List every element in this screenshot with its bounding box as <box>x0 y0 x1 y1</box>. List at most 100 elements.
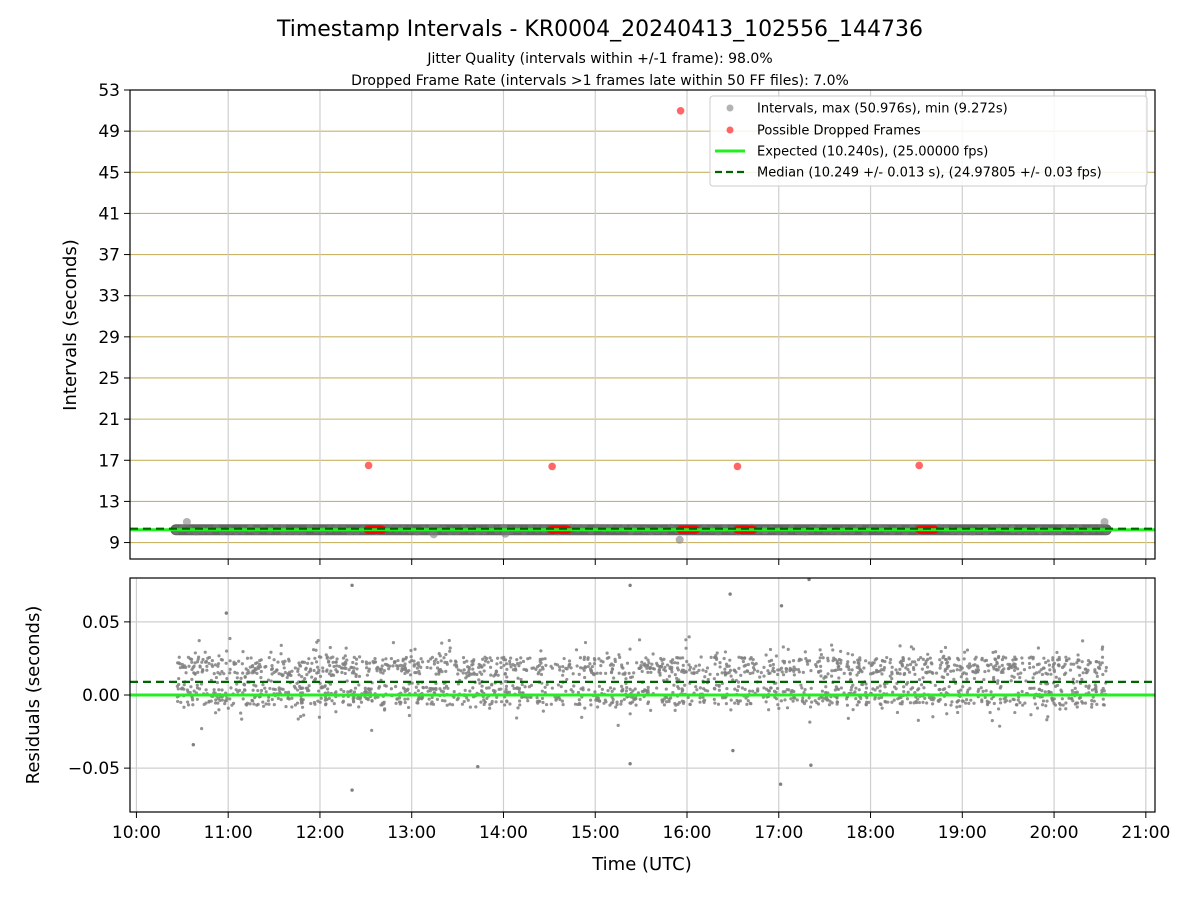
residual-point <box>381 701 385 705</box>
residual-point <box>735 688 740 693</box>
residual-point <box>485 686 489 690</box>
residual-point <box>471 667 475 671</box>
residual-point <box>490 658 494 663</box>
legend: Intervals, max (50.976s), min (9.272s) Po… <box>709 95 1148 187</box>
residual-point <box>312 700 317 705</box>
residual-point <box>1073 686 1077 690</box>
residual-point <box>517 690 522 694</box>
residual-point <box>628 687 632 691</box>
residual-point <box>280 674 285 678</box>
bottom-y-tick-label: 0.00 <box>82 686 120 706</box>
residual-point <box>315 671 319 675</box>
residual-point <box>823 675 827 679</box>
residual-point <box>326 687 330 691</box>
residual-point <box>784 669 788 674</box>
residual-point <box>899 659 903 663</box>
residual-point <box>914 663 918 667</box>
residual-point <box>220 688 224 692</box>
residual-point <box>786 647 790 651</box>
residual-point <box>180 662 184 667</box>
residual-point <box>955 668 959 672</box>
legend-entry: Expected (10.240s), (25.00000 fps) <box>757 145 988 160</box>
residual-point <box>870 663 874 667</box>
residual-point <box>967 701 971 705</box>
legend-entry: Median (10.249 +/- 0.013 s), (24.97805 +… <box>757 166 1102 181</box>
residual-point <box>394 701 398 705</box>
residual-point <box>262 704 266 708</box>
residual-point <box>325 655 329 659</box>
residual-point <box>594 697 599 701</box>
residual-point <box>857 700 861 704</box>
x-axis-label: Time (UTC) <box>591 854 692 875</box>
residual-point <box>990 697 994 701</box>
residual-point <box>764 700 768 704</box>
residual-point <box>864 703 868 707</box>
residual-point <box>269 650 273 654</box>
residual-point <box>430 700 434 704</box>
residual-point <box>768 647 773 652</box>
residual-point <box>1064 707 1068 711</box>
residual-point <box>659 664 663 668</box>
residual-point <box>437 668 441 672</box>
residual-point <box>522 667 526 672</box>
residual-point <box>525 668 529 673</box>
residual-point <box>819 669 823 673</box>
residual-point <box>177 677 181 681</box>
residual-point <box>518 699 522 703</box>
residual-point <box>749 702 753 706</box>
residual-point <box>305 673 309 677</box>
residual-point <box>267 656 271 660</box>
residual-point <box>1101 697 1105 701</box>
top-y-tick-label: 33 <box>98 287 120 307</box>
residual-point <box>196 670 200 675</box>
residual-point <box>434 657 438 661</box>
residual-point <box>1014 657 1018 661</box>
residual-point <box>965 648 970 652</box>
residual-point <box>477 662 481 667</box>
residual-point <box>264 664 268 669</box>
residual-point <box>541 709 545 713</box>
residual-point <box>791 699 795 703</box>
residual-point <box>324 702 328 706</box>
residual-point <box>536 672 540 676</box>
residual-point <box>416 682 420 686</box>
residual-point <box>946 664 950 668</box>
residual-point <box>848 671 852 675</box>
residual-point <box>571 690 575 694</box>
residual-point <box>706 677 710 682</box>
residual-point <box>1086 668 1090 672</box>
residual-point <box>905 697 910 701</box>
residual-point <box>329 656 333 660</box>
residual-point <box>1054 675 1058 679</box>
residual-point <box>582 668 586 672</box>
residual-point <box>519 677 523 682</box>
residual-point <box>824 685 828 689</box>
residual-point <box>1064 701 1068 705</box>
residual-point <box>776 668 780 672</box>
residual-point <box>809 669 813 673</box>
residual-point <box>942 675 946 680</box>
residual-point <box>241 671 245 675</box>
residual-point <box>413 647 417 651</box>
residual-point <box>212 688 216 692</box>
residual-point <box>455 698 459 702</box>
residual-point <box>279 698 283 702</box>
residual-point <box>736 684 741 689</box>
residual-point <box>1090 705 1094 709</box>
residual-point <box>592 673 596 677</box>
residual-point <box>715 651 719 655</box>
residual-point <box>348 703 352 707</box>
residual-point <box>898 672 902 676</box>
residual-point <box>305 689 310 693</box>
residual-point <box>1081 671 1085 675</box>
residual-point <box>359 700 364 704</box>
residual-point <box>1071 699 1075 703</box>
residual-point <box>216 664 220 668</box>
residual-point <box>687 663 691 667</box>
residual-point <box>514 686 519 690</box>
residual-point <box>1095 702 1099 706</box>
residual-point <box>898 667 902 671</box>
residual-point <box>454 663 459 668</box>
residual-point <box>702 699 706 703</box>
residual-point <box>477 678 481 682</box>
